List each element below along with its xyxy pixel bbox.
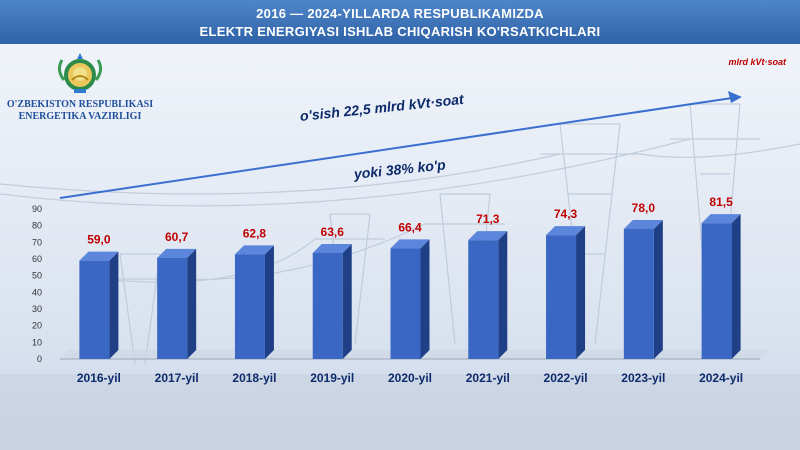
bar-top xyxy=(623,220,663,229)
y-tick-label: 50 xyxy=(32,271,42,281)
category-label: 2019-yil xyxy=(310,371,354,385)
y-tick-label: 10 xyxy=(32,337,42,347)
title-banner: 2016 — 2024-YILLARDA RESPUBLIKAMIZDA ELE… xyxy=(0,0,800,44)
bar-side xyxy=(342,244,352,359)
ministry-line-1: O'ZBEKISTON RESPUBLIKASI xyxy=(6,99,154,110)
category-label: 2024-yil xyxy=(699,371,743,385)
bar-side xyxy=(653,220,663,359)
bar xyxy=(157,257,188,359)
bar-top xyxy=(234,245,274,255)
bar-value-label: 62,8 xyxy=(243,226,267,240)
category-label: 2017-yil xyxy=(155,371,199,385)
bar-value-label: 60,7 xyxy=(165,230,189,244)
category-label: 2021-yil xyxy=(466,371,510,385)
bar xyxy=(623,229,654,359)
bar-top xyxy=(390,239,430,249)
bar xyxy=(546,235,577,359)
category-label: 2022-yil xyxy=(544,371,588,385)
bar-value-label: 59,0 xyxy=(87,233,111,247)
bar-value-label: 74,3 xyxy=(554,207,578,221)
y-tick-label: 30 xyxy=(32,304,42,314)
bar xyxy=(390,248,421,359)
y-tick-label: 70 xyxy=(32,237,42,247)
bar-side xyxy=(264,245,274,359)
bar-value-label: 81,5 xyxy=(709,195,733,209)
bar-value-label: 78,0 xyxy=(632,201,656,215)
bar-side xyxy=(576,226,586,359)
y-tick-label: 90 xyxy=(32,204,42,214)
bar-top xyxy=(157,248,197,258)
bar-top xyxy=(79,251,119,261)
bar-side xyxy=(498,231,508,359)
bar-side xyxy=(109,251,119,359)
bar-value-label: 71,3 xyxy=(476,212,500,226)
category-label: 2016-yil xyxy=(77,371,121,385)
bar-top xyxy=(312,244,352,253)
title-line-1: 2016 — 2024-YILLARDA RESPUBLIKAMIZDA xyxy=(256,6,544,21)
y-tick-label: 0 xyxy=(37,354,42,364)
bar-top xyxy=(546,226,586,236)
bar-side xyxy=(420,239,430,359)
bar-top xyxy=(701,214,741,224)
category-label: 2018-yil xyxy=(232,371,276,385)
bar-side xyxy=(731,214,741,359)
bar-top xyxy=(468,231,508,241)
y-tick-label: 60 xyxy=(32,254,42,264)
ministry-line-2: ENERGETIKA VAZIRLIGI xyxy=(18,111,142,122)
category-label: 2023-yil xyxy=(621,371,665,385)
y-tick-label: 80 xyxy=(32,221,42,231)
bar xyxy=(701,223,732,359)
unit-label: mlrd kVt·soat xyxy=(728,57,786,67)
y-tick-label: 20 xyxy=(32,321,42,331)
bar xyxy=(312,253,343,359)
bar-value-label: 63,6 xyxy=(321,225,345,239)
category-label: 2020-yil xyxy=(388,371,432,385)
state-emblem-icon xyxy=(57,53,103,93)
ministry-name: O'ZBEKISTON RESPUBLIKASI ENERGETIKA VAZI… xyxy=(0,99,160,123)
title-line-2: ELEKTR ENERGIYASI ISHLAB CHIQARISH KO'RS… xyxy=(199,24,601,39)
bar xyxy=(79,260,110,359)
bar-side xyxy=(187,248,197,359)
bar xyxy=(468,240,499,359)
bar-value-label: 66,4 xyxy=(398,220,422,234)
bar xyxy=(234,254,265,359)
y-tick-label: 40 xyxy=(32,287,42,297)
